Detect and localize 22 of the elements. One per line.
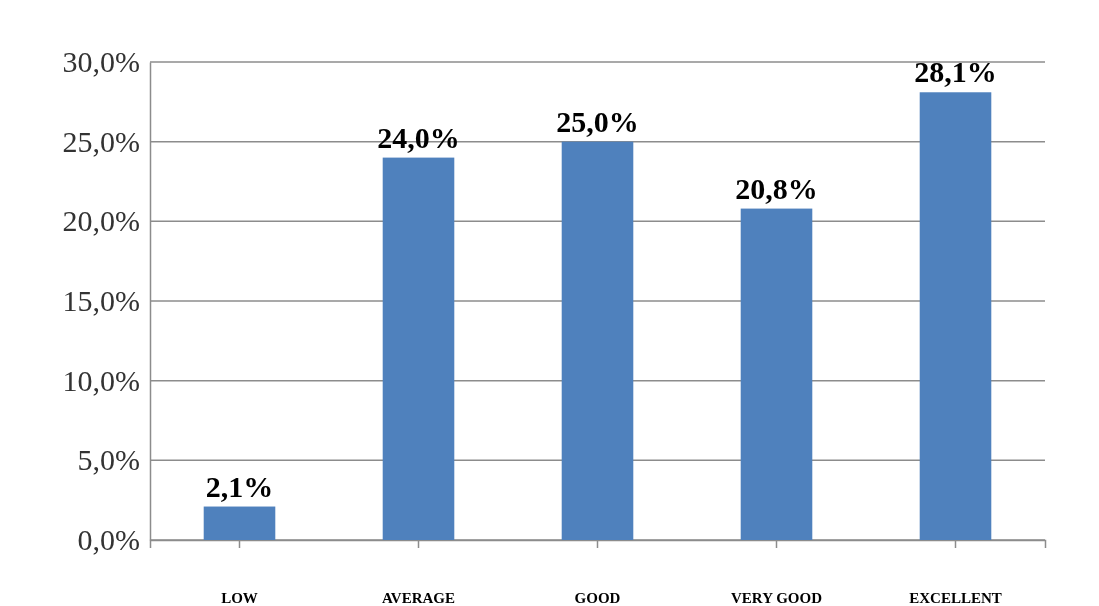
x-tick-label: LOW <box>221 589 258 606</box>
data-label: 25,0% <box>556 104 639 138</box>
bar <box>203 506 276 540</box>
data-label: 2,1% <box>205 469 274 503</box>
data-label: 28,1% <box>914 55 997 89</box>
y-tick-label: 5,0% <box>77 443 140 477</box>
y-tick-label: 20,0% <box>62 204 140 238</box>
x-tick-label: AVERAGE <box>381 589 456 606</box>
x-tick-label: EXCELLENT <box>909 589 1002 606</box>
bar <box>919 92 992 540</box>
x-tick-label: GOOD <box>574 589 621 606</box>
y-tick-label: 15,0% <box>62 284 140 318</box>
bar <box>740 208 813 540</box>
y-tick-label: 25,0% <box>62 124 140 158</box>
y-tick-label: 0,0% <box>77 523 140 557</box>
bar <box>561 141 634 540</box>
data-label: 20,8% <box>735 171 818 205</box>
y-tick-label: 10,0% <box>62 363 140 397</box>
bar <box>382 157 455 540</box>
data-label: 24,0% <box>377 120 460 154</box>
y-tick-label: 30,0% <box>62 45 140 79</box>
x-tick-label: VERY GOOD <box>730 589 823 606</box>
